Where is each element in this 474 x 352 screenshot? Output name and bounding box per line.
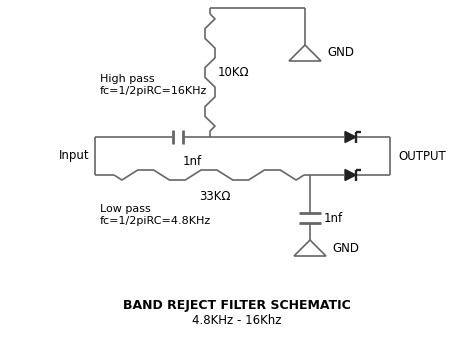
Text: 1nf: 1nf xyxy=(324,212,343,225)
Text: 4.8KHz - 16Khz: 4.8KHz - 16Khz xyxy=(192,314,282,327)
Text: 1nf: 1nf xyxy=(183,155,202,168)
Text: BAND REJECT FILTER SCHEMATIC: BAND REJECT FILTER SCHEMATIC xyxy=(123,298,351,312)
Text: GND: GND xyxy=(332,241,359,254)
Text: 33KΩ: 33KΩ xyxy=(199,190,230,203)
Polygon shape xyxy=(345,170,356,181)
Text: 10KΩ: 10KΩ xyxy=(218,66,250,79)
Text: Input: Input xyxy=(59,150,90,163)
Text: High pass
fc=1/2piRC=16KHz: High pass fc=1/2piRC=16KHz xyxy=(100,74,207,96)
Text: OUTPUT: OUTPUT xyxy=(398,150,446,163)
Polygon shape xyxy=(345,132,356,143)
Text: GND: GND xyxy=(327,46,354,59)
Text: Low pass
fc=1/2piRC=4.8KHz: Low pass fc=1/2piRC=4.8KHz xyxy=(100,204,211,226)
